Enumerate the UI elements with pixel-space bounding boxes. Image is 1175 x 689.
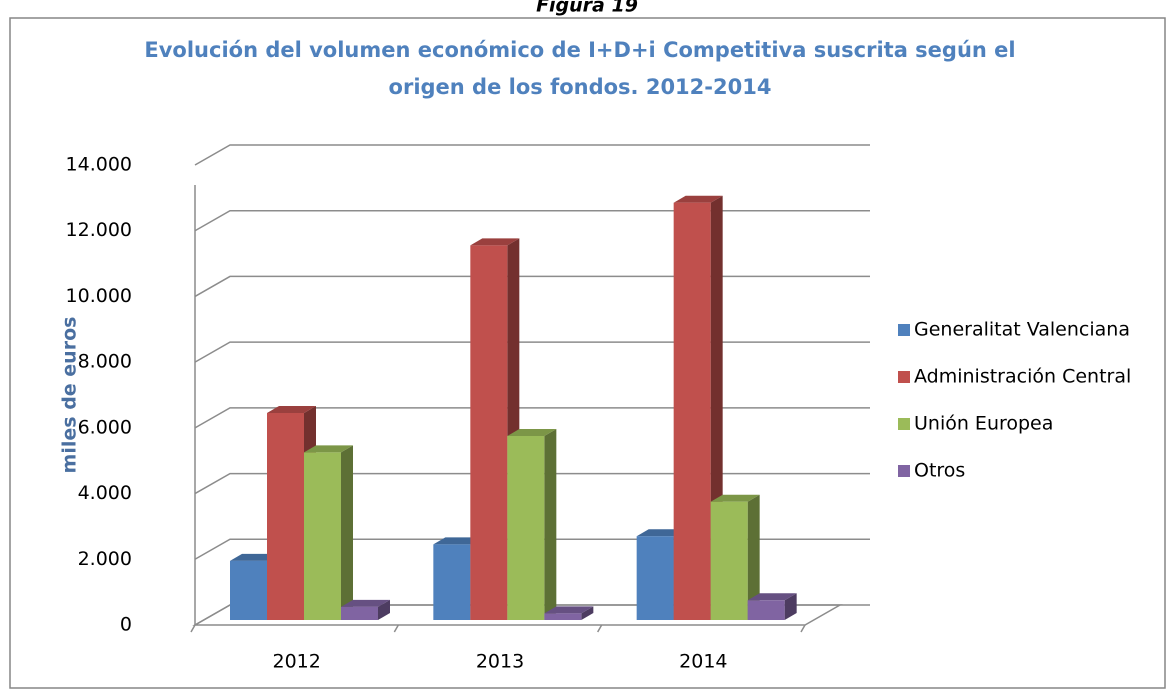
grid-line xyxy=(194,407,870,429)
legend-swatch xyxy=(898,324,910,336)
bar xyxy=(544,606,594,620)
bar-front xyxy=(433,544,471,620)
bar-side xyxy=(378,599,390,620)
y-tick-label: 2.000 xyxy=(78,548,132,570)
bar xyxy=(341,599,390,620)
legend-label: Generalitat Valenciana xyxy=(914,319,1130,341)
x-tick xyxy=(597,624,603,633)
y-tick-label: 4.000 xyxy=(78,482,132,504)
bar-top xyxy=(636,529,686,537)
bar xyxy=(304,445,353,620)
legend-label: Unión Europea xyxy=(914,413,1053,435)
bar-front xyxy=(267,413,304,620)
bar-front xyxy=(304,452,341,620)
legend-swatch xyxy=(898,465,910,477)
chart-border xyxy=(9,17,1166,689)
bar-front xyxy=(636,536,674,620)
y-tick-label: 0 xyxy=(120,614,132,636)
bar-front xyxy=(470,245,508,620)
legend-label: Administración Central xyxy=(914,366,1131,388)
chart-title: origen de los fondos. 2012-2014 xyxy=(389,75,772,99)
legend-swatch xyxy=(898,418,910,430)
bar-top xyxy=(267,406,316,413)
bar-front xyxy=(710,501,748,620)
y-tick-label: 10.000 xyxy=(66,285,132,307)
y-tick-label: 12.000 xyxy=(66,219,132,241)
x-tick-label: 2012 xyxy=(272,651,320,673)
bar-top xyxy=(507,429,557,436)
y-axis-label: miles de euros xyxy=(59,317,81,474)
bar xyxy=(710,494,760,620)
bar-side xyxy=(747,494,760,620)
bar-top xyxy=(710,494,760,502)
y-tick-label: 6.000 xyxy=(78,416,132,438)
y-tick-label: 14.000 xyxy=(66,154,132,176)
bar-top xyxy=(673,195,723,203)
y-tick-label: 8.000 xyxy=(78,351,132,373)
bar-top xyxy=(230,553,279,561)
grid-line xyxy=(194,144,870,166)
x-tick xyxy=(393,624,399,633)
bar-top xyxy=(341,599,390,607)
bar-front xyxy=(747,600,785,620)
bar-top xyxy=(470,238,520,246)
legend-label: Otros xyxy=(914,460,965,482)
bar-side xyxy=(784,593,797,620)
bar-top xyxy=(544,606,594,614)
x-tick-label: 2014 xyxy=(679,651,727,673)
grid-line xyxy=(194,472,870,495)
bar-side xyxy=(544,429,557,620)
grid-line xyxy=(194,341,870,363)
x-tick-label: 2013 xyxy=(476,651,524,673)
bar-front xyxy=(673,202,711,620)
bar-top xyxy=(747,593,797,601)
bar-top xyxy=(304,445,353,453)
bar-front xyxy=(341,606,378,620)
bar-front xyxy=(507,436,545,620)
legend-swatch xyxy=(898,371,910,383)
bar xyxy=(747,593,797,620)
bar-side xyxy=(581,606,594,620)
grid-line xyxy=(194,275,870,298)
bar-top xyxy=(433,537,483,545)
bar-front xyxy=(544,613,582,620)
x-tick xyxy=(800,624,806,633)
bar xyxy=(470,238,520,620)
x-tick xyxy=(190,624,196,633)
grid-line xyxy=(194,209,870,232)
chart-title: Evolución del volumen económico de I+D+i… xyxy=(144,38,1015,62)
caption: Figura 19 xyxy=(536,0,638,17)
bar-front xyxy=(230,560,267,620)
bar xyxy=(507,429,557,620)
bar-side xyxy=(341,445,353,620)
